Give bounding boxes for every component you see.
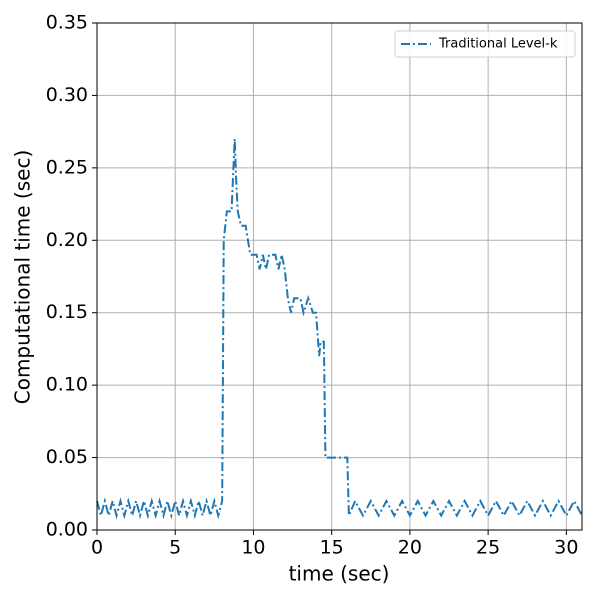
x-tick-label: 15 — [320, 537, 344, 559]
y-tick-label: 0.00 — [46, 519, 88, 541]
y-tick-label: 0.10 — [46, 374, 88, 396]
x-axis-label: time (sec) — [289, 562, 390, 586]
y-tick-label: 0.35 — [46, 12, 88, 34]
x-tick-label: 30 — [554, 537, 578, 559]
legend-box — [394, 30, 576, 58]
plot-frame — [96, 22, 583, 531]
x-tick-label: 25 — [476, 537, 500, 559]
x-tick-label: 20 — [398, 537, 422, 559]
x-tick-label: 10 — [241, 537, 265, 559]
data-line — [96, 138, 583, 520]
legend-label: Traditional Level-k — [438, 37, 558, 52]
y-tick-label: 0.30 — [46, 84, 88, 106]
x-tick-label: 5 — [169, 537, 181, 559]
y-axis-label: Computational time (sec) — [11, 150, 35, 405]
y-tick-label: 0.20 — [46, 229, 88, 251]
y-tick-label: 0.05 — [46, 446, 88, 468]
y-tick-label: 0.15 — [46, 301, 88, 323]
x-tick-label: 0 — [91, 537, 103, 559]
y-tick-label: 0.25 — [46, 156, 88, 178]
